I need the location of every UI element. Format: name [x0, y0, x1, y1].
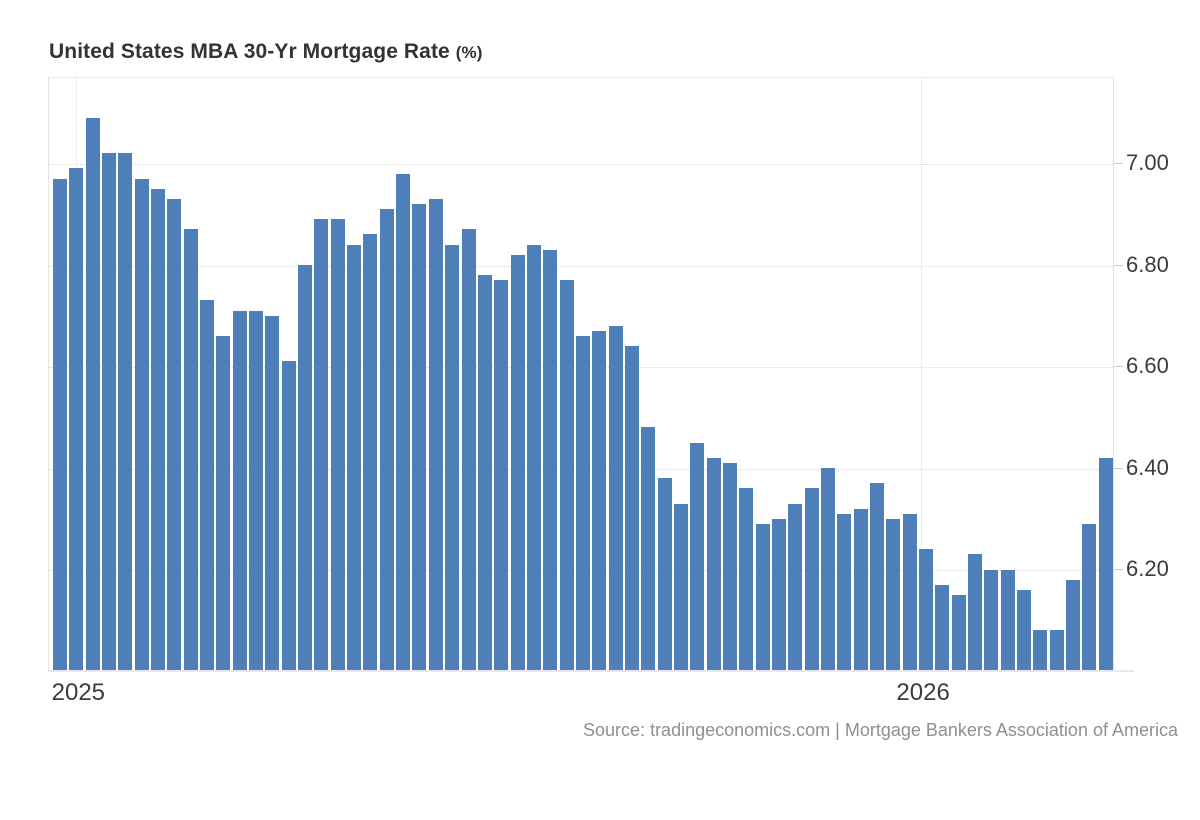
- bar: [69, 168, 84, 671]
- bar: [183, 229, 198, 671]
- y-gridline: [49, 164, 1113, 166]
- source-text: Source: tradingeconomics.com | Mortgage …: [583, 720, 1178, 740]
- bar: [281, 361, 296, 671]
- bar: [477, 275, 492, 671]
- bar: [363, 234, 378, 671]
- bar: [232, 310, 247, 671]
- bar: [608, 325, 623, 671]
- bar: [461, 229, 476, 671]
- bar: [837, 513, 852, 671]
- plot-area: [48, 77, 1114, 671]
- bar: [853, 508, 868, 671]
- bar: [118, 153, 133, 671]
- bar: [53, 178, 67, 671]
- y-tick-label: 6.20: [1126, 556, 1169, 582]
- bar: [314, 219, 329, 671]
- bar: [1098, 457, 1113, 671]
- bar: [249, 310, 264, 671]
- bar: [134, 178, 149, 671]
- x-axis-line: [48, 670, 1134, 672]
- y-tick-label: 6.80: [1126, 251, 1169, 277]
- bar: [102, 153, 117, 671]
- bar: [543, 249, 558, 671]
- bar: [1017, 589, 1032, 671]
- bar: [968, 554, 983, 671]
- y-tick-mark: [1114, 163, 1123, 165]
- bar: [1033, 630, 1048, 671]
- bar: [151, 188, 166, 671]
- bar: [347, 244, 362, 671]
- bar: [706, 457, 721, 671]
- bar: [935, 584, 950, 671]
- bar: [428, 198, 443, 671]
- bar: [804, 488, 819, 671]
- bar: [722, 462, 737, 671]
- y-tick-mark: [1114, 264, 1123, 266]
- x-year-label: 2026: [896, 679, 950, 706]
- bar: [379, 209, 394, 671]
- bar: [919, 549, 934, 671]
- bar: [559, 280, 574, 671]
- bar: [870, 483, 884, 671]
- bar: [902, 513, 917, 671]
- bar: [1049, 630, 1064, 671]
- bar: [510, 254, 525, 671]
- chart-title-unit: (%): [455, 43, 483, 62]
- bar: [624, 346, 639, 671]
- bar: [494, 280, 509, 671]
- bar: [1082, 523, 1097, 671]
- bar: [690, 442, 705, 671]
- bar: [167, 198, 182, 671]
- bar: [788, 503, 803, 671]
- x-year-label: 2025: [51, 679, 106, 706]
- y-tick-label: 7.00: [1126, 150, 1169, 176]
- x-gridline: [921, 78, 923, 671]
- bar: [755, 523, 770, 671]
- bar: [739, 488, 754, 671]
- y-tick-label: 6.60: [1126, 353, 1169, 379]
- bar: [396, 173, 411, 671]
- bar: [886, 518, 901, 671]
- bar: [200, 300, 215, 671]
- y-gridline: [49, 265, 1113, 267]
- bar: [575, 335, 590, 671]
- bar: [216, 335, 231, 671]
- chart-title-text: United States MBA 30-Yr Mortgage Rate: [49, 40, 450, 63]
- bar: [984, 569, 999, 671]
- bar: [673, 503, 688, 671]
- bar: [526, 244, 541, 671]
- y-tick-mark: [1114, 569, 1123, 571]
- bar: [771, 518, 786, 671]
- bar: [330, 219, 345, 671]
- bar: [951, 594, 966, 671]
- y-tick-mark: [1114, 467, 1123, 469]
- y-tick-label: 6.40: [1126, 454, 1169, 480]
- bar: [820, 467, 835, 671]
- bar: [657, 478, 672, 671]
- bar: [1066, 579, 1081, 671]
- bar: [1000, 569, 1015, 671]
- y-tick-mark: [1114, 366, 1123, 368]
- bar: [85, 117, 100, 671]
- bar: [641, 427, 656, 671]
- bar: [265, 315, 280, 671]
- chart-title: United States MBA 30-Yr Mortgage Rate (%…: [49, 40, 483, 64]
- bar: [298, 264, 313, 671]
- bar: [592, 330, 607, 671]
- bar: [445, 244, 460, 671]
- bar: [412, 203, 427, 671]
